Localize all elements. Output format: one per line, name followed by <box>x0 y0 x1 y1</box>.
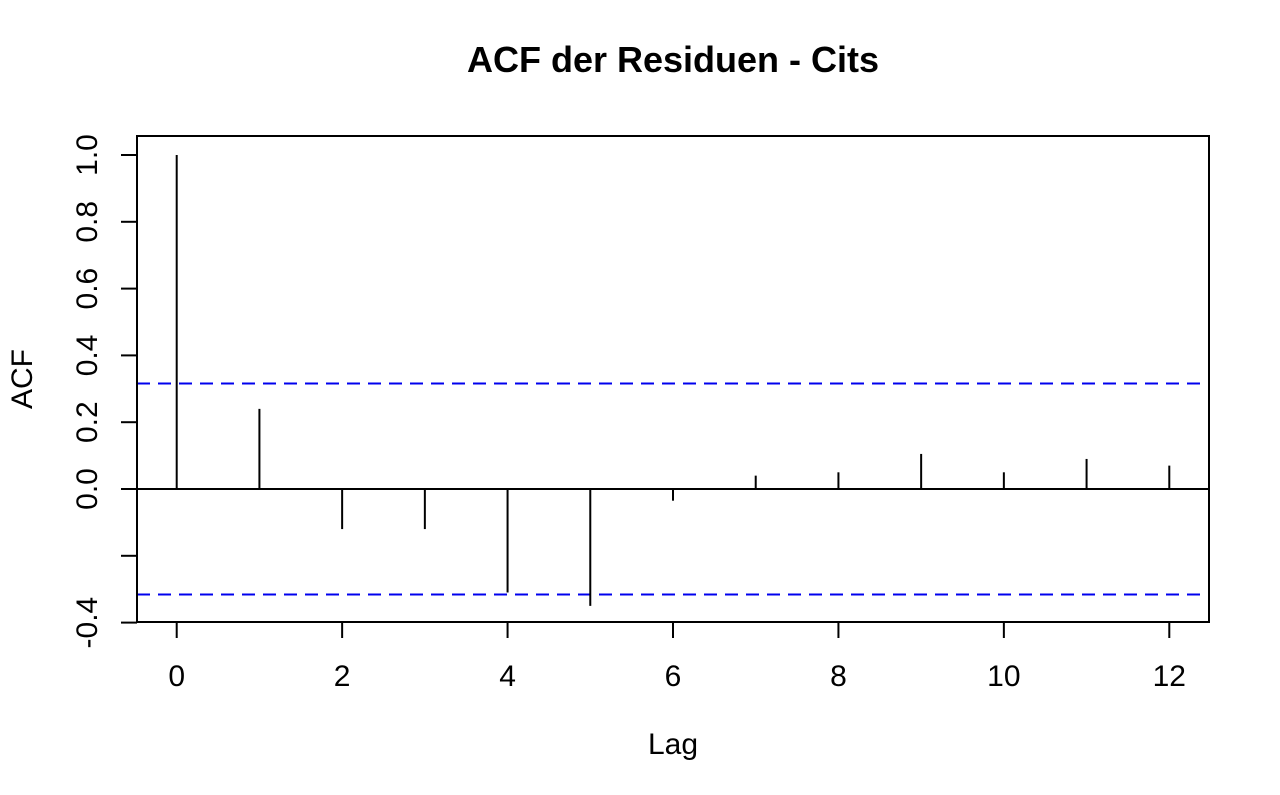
y-axis-tick-label-0.4: 0.4 <box>71 335 104 377</box>
y-axis-tick-label--0.4: -0.4 <box>71 597 104 649</box>
y-axis-label: ACF <box>6 349 39 409</box>
x-axis-tick-label-10: 10 <box>987 660 1020 693</box>
y-axis-tick-label-0.0: 0.0 <box>71 468 104 510</box>
chart-layer: 0 2 4 6 8 10 12 -0.4 0.0 0.2 0.4 0.6 0.8 1.0 <box>71 134 1210 693</box>
x-axis-tick-label-6: 6 <box>665 660 682 693</box>
y-axis-tick-label-0.6: 0.6 <box>71 268 104 310</box>
y-axis-tick-label-0.2: 0.2 <box>71 401 104 443</box>
x-axis-tick-label-4: 4 <box>499 660 516 693</box>
x-axis-tick-label-8: 8 <box>830 660 847 693</box>
plot-box <box>136 135 1210 623</box>
chart-title: ACF der Residuen - Cits <box>467 39 879 80</box>
x-axis-tick-label-0: 0 <box>168 660 185 693</box>
x-axis-tick-label-2: 2 <box>334 660 351 693</box>
y-axis-tick-label-1.0: 1.0 <box>71 134 104 176</box>
y-axis-tick-label-0.8: 0.8 <box>71 201 104 243</box>
x-axis-label: Lag <box>648 728 698 761</box>
x-axis-tick-label-12: 12 <box>1153 660 1186 693</box>
